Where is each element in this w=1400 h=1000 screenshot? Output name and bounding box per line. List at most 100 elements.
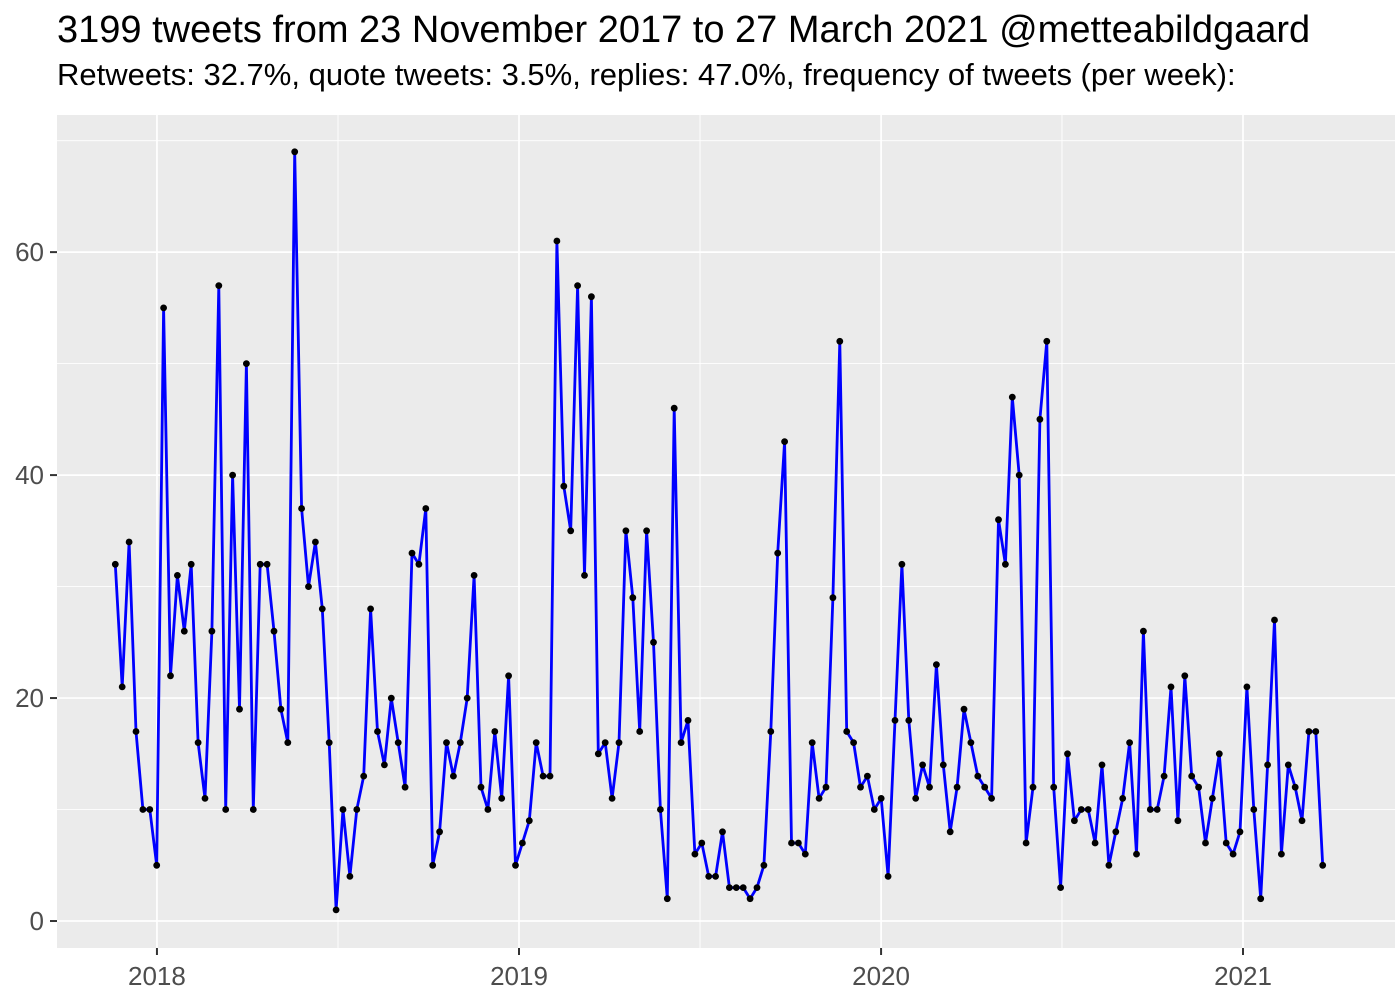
data-point bbox=[1319, 861, 1327, 869]
chart-header: 3199 tweets from 23 November 2017 to 27 … bbox=[57, 8, 1397, 93]
data-point bbox=[781, 438, 788, 445]
data-point bbox=[1257, 895, 1265, 903]
data-point bbox=[1043, 337, 1051, 345]
data-point bbox=[346, 873, 354, 880]
data-point bbox=[1022, 839, 1030, 847]
data-point bbox=[574, 282, 581, 289]
data-point bbox=[1133, 850, 1140, 858]
data-point bbox=[891, 717, 899, 724]
y-axis-label: 20 bbox=[15, 683, 44, 713]
data-point bbox=[1064, 750, 1071, 758]
data-point bbox=[1098, 761, 1106, 769]
data-point bbox=[291, 148, 299, 156]
data-point bbox=[353, 806, 361, 813]
data-point bbox=[1181, 672, 1189, 680]
data-point bbox=[705, 873, 713, 880]
data-point bbox=[801, 850, 809, 858]
data-point bbox=[1029, 783, 1037, 791]
y-axis-label: 40 bbox=[15, 460, 44, 490]
data-point bbox=[808, 739, 816, 746]
data-point bbox=[1188, 772, 1196, 780]
data-point bbox=[974, 772, 982, 780]
data-point bbox=[201, 795, 209, 802]
data-point bbox=[505, 672, 512, 680]
data-point bbox=[525, 817, 533, 825]
data-point bbox=[374, 728, 381, 735]
data-point bbox=[332, 906, 340, 914]
data-point bbox=[222, 806, 230, 813]
data-point bbox=[1091, 839, 1099, 847]
data-point bbox=[463, 694, 471, 702]
data-point bbox=[367, 605, 374, 613]
data-point bbox=[456, 739, 464, 746]
data-point bbox=[1002, 560, 1009, 568]
data-point bbox=[719, 828, 726, 836]
data-point bbox=[312, 538, 319, 546]
data-point bbox=[415, 560, 423, 568]
data-point bbox=[836, 337, 844, 345]
data-point bbox=[1264, 761, 1271, 769]
data-point bbox=[926, 783, 933, 791]
chart-title: 3199 tweets from 23 November 2017 to 27 … bbox=[57, 9, 1311, 51]
data-point bbox=[608, 795, 616, 802]
data-point bbox=[684, 717, 692, 724]
data-point bbox=[305, 583, 312, 590]
data-point bbox=[477, 783, 485, 791]
data-point bbox=[180, 627, 188, 635]
data-point bbox=[360, 772, 368, 780]
data-point bbox=[1298, 817, 1306, 825]
data-point bbox=[553, 237, 561, 245]
data-point bbox=[408, 549, 416, 557]
data-point bbox=[1291, 783, 1299, 791]
data-point bbox=[1015, 471, 1023, 479]
data-point bbox=[146, 806, 154, 813]
data-point bbox=[774, 549, 782, 557]
data-point bbox=[1250, 806, 1258, 813]
data-point bbox=[663, 895, 671, 903]
data-point bbox=[726, 884, 733, 891]
data-point bbox=[850, 739, 857, 746]
data-point bbox=[953, 783, 961, 791]
data-point bbox=[243, 360, 250, 367]
data-point bbox=[1229, 850, 1237, 858]
data-point bbox=[995, 516, 1002, 524]
data-point bbox=[249, 806, 257, 813]
data-point bbox=[532, 739, 540, 746]
data-point bbox=[153, 861, 161, 869]
data-point bbox=[256, 560, 264, 568]
data-point bbox=[1036, 415, 1044, 423]
data-point bbox=[767, 728, 775, 735]
data-point bbox=[1119, 795, 1127, 802]
data-point bbox=[512, 861, 519, 869]
data-point bbox=[436, 828, 443, 836]
data-point bbox=[546, 772, 554, 780]
data-point bbox=[898, 560, 906, 568]
data-point bbox=[491, 728, 499, 735]
x-axis-label: 2020 bbox=[852, 961, 910, 991]
data-point bbox=[498, 795, 506, 802]
data-point bbox=[567, 527, 575, 535]
data-point bbox=[698, 839, 706, 847]
data-point bbox=[1174, 817, 1182, 825]
data-point bbox=[1312, 728, 1320, 735]
data-point bbox=[339, 806, 347, 813]
data-point bbox=[1077, 806, 1085, 813]
data-point bbox=[298, 505, 305, 512]
x-axis-label: 2021 bbox=[1214, 961, 1272, 991]
x-axis-label: 2018 bbox=[128, 961, 186, 991]
data-point bbox=[746, 895, 754, 903]
y-axis-label: 0 bbox=[30, 906, 44, 936]
data-point bbox=[187, 560, 195, 568]
data-point bbox=[732, 884, 740, 891]
data-point bbox=[139, 806, 147, 813]
data-point bbox=[691, 850, 699, 858]
data-point bbox=[174, 572, 181, 579]
data-point bbox=[643, 527, 650, 535]
data-point bbox=[905, 717, 913, 724]
data-point bbox=[284, 739, 292, 746]
data-point bbox=[884, 873, 892, 880]
data-point bbox=[822, 783, 830, 791]
data-point bbox=[615, 739, 623, 746]
data-point bbox=[939, 761, 947, 769]
data-point bbox=[581, 572, 588, 579]
